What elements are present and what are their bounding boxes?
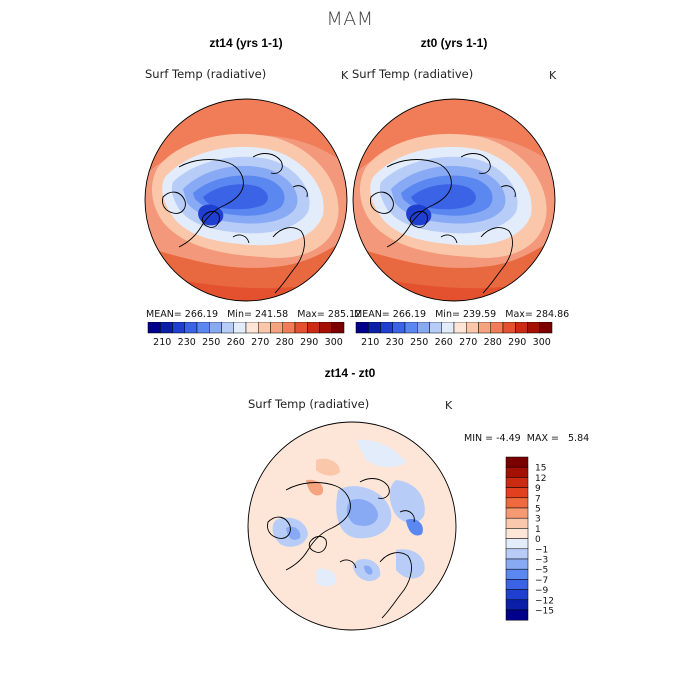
panel-3-unit-label: K: [445, 399, 453, 412]
colorbar-swatch: [505, 599, 529, 611]
colorbar-tick-label: 5: [535, 505, 541, 515]
colorbar-swatch: [172, 322, 185, 334]
panel-1-variable-label: Surf Temp (radiative): [145, 67, 267, 81]
colorbar-tick-label: 260: [435, 337, 453, 348]
colorbar-swatch: [429, 322, 442, 334]
colorbar-swatch: [505, 497, 529, 509]
colorbar-swatch: [505, 466, 529, 478]
panel-2-title: zt0 (yrs 1-1): [420, 36, 488, 50]
colorbar-swatch: [160, 322, 173, 334]
colorbar-swatch: [502, 322, 516, 334]
colorbar-tick-label: −12: [535, 596, 554, 606]
colorbar-swatch: [539, 322, 553, 334]
colorbar-swatch: [505, 558, 529, 570]
panel-1-stats: MEAN= 266.19 Min= 241.58 Max= 285.12: [146, 309, 362, 320]
panel-2-polar-map: [352, 98, 556, 302]
colorbar-swatch: [331, 322, 345, 334]
panel-1-polar-map: [144, 98, 348, 302]
colorbar-tick-label: 300: [325, 337, 343, 348]
colorbar-swatch: [505, 538, 529, 550]
colorbar-swatch: [453, 322, 467, 334]
panel-2-unit-label: K: [549, 69, 557, 82]
colorbar-tick-label: 250: [202, 337, 220, 348]
figure-title: MAM: [326, 8, 374, 30]
colorbar-swatch: [233, 322, 247, 334]
colorbar-tick-label: 7: [535, 494, 541, 504]
colorbar-swatch: [355, 322, 369, 334]
colorbar-swatch: [270, 322, 283, 334]
colorbar-tick-label: 9: [535, 484, 541, 494]
colorbar-tick-label: 250: [410, 337, 428, 348]
colorbar-swatch: [282, 322, 296, 334]
panel-2-colorbar: 210 230 250 260 270 280 290 300: [355, 322, 553, 348]
panel-1-unit-label: K: [341, 69, 349, 82]
colorbar-tick-label: 230: [178, 337, 196, 348]
colorbar-tick-label: 290: [300, 337, 318, 348]
colorbar-tick-label: 210: [153, 337, 171, 348]
colorbar-swatch: [505, 548, 529, 560]
colorbar-swatch: [380, 322, 393, 334]
colorbar-swatch: [417, 322, 430, 334]
colorbar-swatch: [505, 528, 529, 539]
colorbar-swatch: [478, 322, 491, 334]
colorbar-tick-label: −7: [535, 576, 548, 586]
colorbar-tick-label: 270: [459, 337, 477, 348]
colorbar-swatch: [294, 322, 308, 334]
colorbar-tick-label: −15: [535, 607, 554, 617]
panel-3-polar-map: [247, 421, 457, 631]
colorbar-tick-label: −3: [535, 556, 548, 566]
colorbar-swatch: [368, 322, 381, 334]
colorbar-swatch: [505, 589, 529, 601]
colorbar-swatch: [505, 487, 529, 499]
colorbar-swatch: [505, 517, 529, 529]
panel-2-variable-label: Surf Temp (radiative): [352, 67, 474, 81]
colorbar-swatch: [527, 322, 540, 334]
panel-3-title: zt14 - zt0: [324, 366, 376, 380]
colorbar-tick-label: 15: [535, 464, 546, 474]
colorbar-tick-label: 280: [276, 337, 294, 348]
colorbar-swatch: [392, 322, 406, 334]
colorbar-swatch: [245, 322, 259, 334]
colorbar-tick-label: 3: [535, 515, 541, 525]
colorbar-tick-label: −9: [535, 586, 549, 596]
colorbar-swatch: [505, 477, 529, 488]
colorbar-swatch: [505, 507, 529, 519]
colorbar-tick-label: 290: [508, 337, 526, 348]
colorbar-tick-label: 280: [484, 337, 502, 348]
colorbar-swatch: [404, 322, 418, 334]
colorbar-swatch: [184, 322, 198, 334]
colorbar-swatch: [466, 322, 479, 334]
colorbar-swatch: [258, 322, 271, 334]
colorbar-swatch: [196, 322, 210, 334]
colorbar-swatch: [490, 322, 504, 334]
colorbar-swatch: [505, 568, 529, 580]
colorbar-tick-label: 260: [227, 337, 245, 348]
colorbar-tick-label: 300: [533, 337, 551, 348]
colorbar-swatch: [307, 322, 320, 334]
colorbar-tick-label: −5: [535, 566, 548, 576]
colorbar-swatch: [319, 322, 332, 334]
colorbar-tick-label: 210: [361, 337, 379, 348]
colorbar-tick-label: 270: [251, 337, 269, 348]
colorbar-swatch: [147, 322, 161, 334]
panel-2-stats: MEAN= 266.19 Min= 239.59 Max= 284.86: [354, 309, 570, 320]
colorbar-swatch: [221, 322, 234, 334]
colorbar-swatch: [505, 609, 529, 621]
colorbar-swatch: [441, 322, 455, 334]
colorbar-swatch: [209, 322, 222, 334]
panel-1-colorbar: 210 230 250 260 270 280 290 300: [147, 322, 345, 348]
colorbar-tick-label: 0: [535, 535, 541, 545]
panel-3-variable-label: Surf Temp (radiative): [248, 397, 370, 411]
panel-3-stats: MIN = -4.49 MAX = 5.84: [464, 433, 590, 444]
colorbar-tick-label: 230: [386, 337, 404, 348]
colorbar-tick-label: −1: [535, 545, 548, 555]
colorbar-tick-label: 12: [535, 474, 546, 484]
colorbar-tick-label: 1: [535, 525, 541, 535]
colorbar-swatch: [515, 322, 528, 334]
panel-1-title: zt14 (yrs 1-1): [209, 36, 283, 50]
colorbar-swatch: [505, 579, 529, 590]
colorbar-swatch: [505, 456, 529, 468]
